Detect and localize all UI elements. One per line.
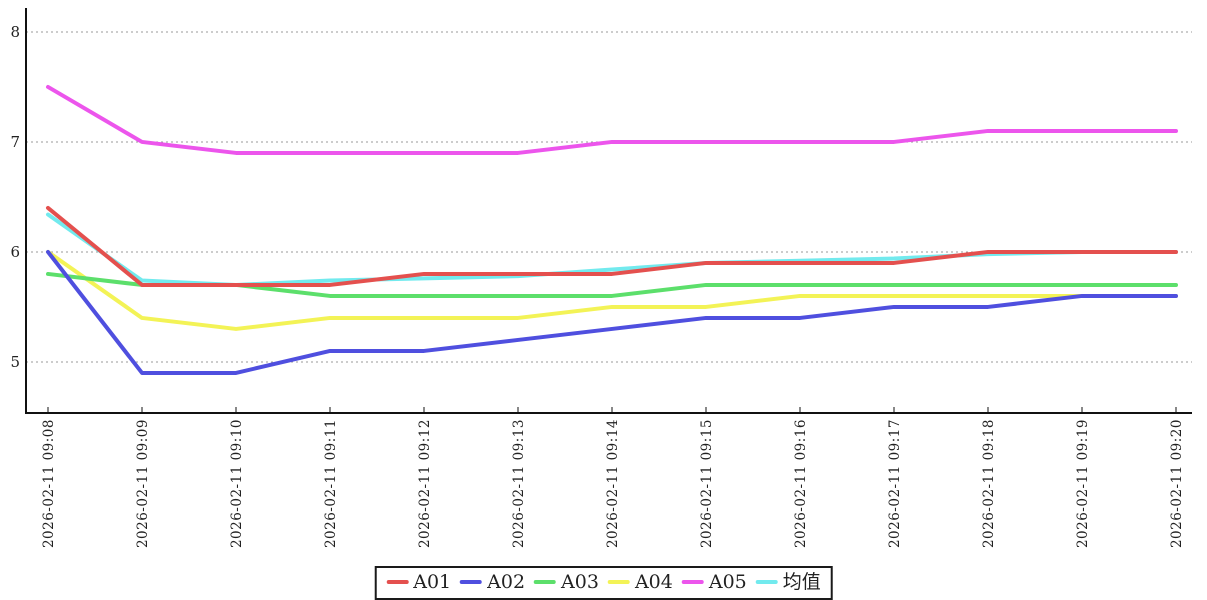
legend-item-A04[interactable]: A04: [607, 570, 673, 593]
x-axis-tick-label: 2026-02-11 09:13: [511, 419, 527, 548]
legend-label: 均值: [782, 570, 821, 593]
x-axis-tick-label: 2026-02-11 09:16: [793, 419, 809, 548]
legend-swatch-A04: [607, 580, 630, 584]
x-axis-tick-label: 2026-02-11 09:08: [41, 419, 57, 548]
series-line-A04: [46, 249, 1178, 331]
legend-label: A01: [413, 570, 452, 593]
legend-swatch-A05: [681, 580, 704, 584]
legend-item-A05[interactable]: A05: [681, 570, 747, 593]
y-axis-tick-label: 7: [10, 133, 20, 151]
x-axis-tick-label: 2026-02-11 09:11: [323, 419, 339, 548]
y-axis-tick-label: 8: [10, 23, 20, 41]
legend-swatch-A03: [534, 580, 557, 584]
y-axis-tick-label: 5: [10, 353, 20, 371]
x-axis-tick-label: 2026-02-11 09:14: [605, 419, 621, 548]
legend-swatch-均值: [755, 580, 778, 584]
series-line-A05: [46, 84, 1178, 155]
x-axis-tick-label: 2026-02-11 09:17: [887, 419, 903, 548]
legend-swatch-A02: [460, 580, 483, 584]
series-line-A02: [46, 249, 1178, 375]
x-axis-tick-label: 2026-02-11 09:19: [1075, 419, 1091, 548]
x-axis-tick-label: 2026-02-11 09:12: [417, 419, 433, 548]
x-axis-tick-label: 2026-02-11 09:10: [229, 419, 245, 548]
x-axis-tick-label: 2026-02-11 09:15: [699, 419, 715, 548]
legend-item-均值[interactable]: 均值: [755, 570, 821, 593]
legend-label: A03: [561, 570, 599, 593]
legend-swatch-A01: [386, 580, 409, 584]
chart-legend: A01 A02 A03 A04 A05 均值: [374, 566, 833, 600]
legend-item-A02[interactable]: A02: [460, 570, 526, 593]
legend-label: A02: [487, 570, 526, 593]
legend-item-A03[interactable]: A03: [534, 570, 599, 593]
y-axis-tick-label: 6: [10, 243, 20, 261]
legend-label: A05: [708, 570, 747, 593]
x-axis-tick-label: 2026-02-11 09:09: [135, 419, 151, 548]
x-axis-tick-label: 2026-02-11 09:20: [1169, 419, 1185, 548]
legend-label: A04: [634, 570, 673, 593]
series-line-A01: [46, 205, 1178, 287]
x-axis-tick-label: 2026-02-11 09:18: [981, 419, 997, 548]
legend-item-A01[interactable]: A01: [386, 570, 452, 593]
